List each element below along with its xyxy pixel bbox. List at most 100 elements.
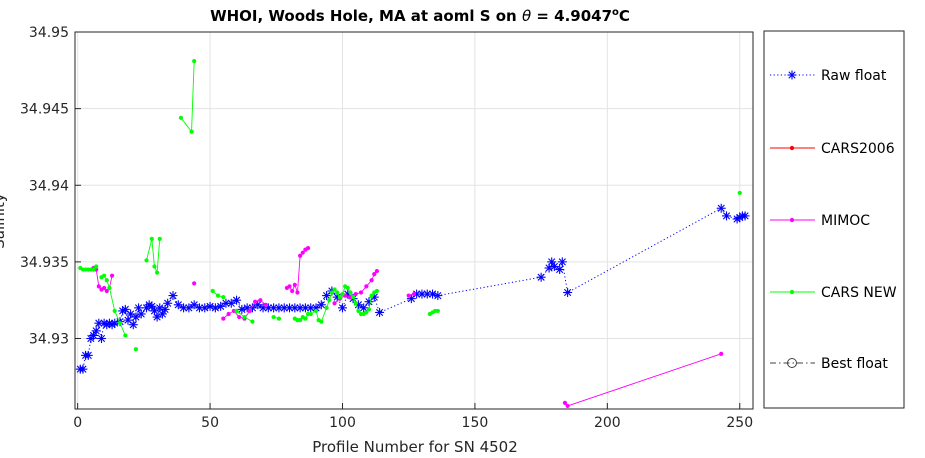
cars-new-point	[435, 308, 440, 314]
asterisk-stroke	[222, 299, 230, 307]
cars-new-point	[345, 285, 350, 291]
raw-float-point	[311, 303, 321, 313]
cars-new-point	[215, 293, 221, 298]
asterisk-stroke	[243, 304, 251, 312]
cars-new-point	[210, 288, 215, 294]
cars-new-point	[271, 314, 276, 320]
cars-new-point	[319, 319, 324, 324]
legend-label-best-float: Best float	[821, 356, 888, 372]
asterisk-stroke	[312, 304, 320, 312]
raw-float-point	[536, 272, 546, 282]
raw-float-point	[787, 70, 797, 80]
mimoc-point	[369, 278, 374, 283]
series-cars-new	[78, 59, 742, 352]
mimoc-point	[96, 284, 101, 289]
asterisk-stroke	[563, 288, 572, 297]
asterisk-stroke	[217, 302, 225, 310]
cars-new-point	[155, 270, 160, 275]
cars-new-point	[737, 190, 742, 196]
cars-new-point	[234, 308, 239, 314]
cars-new-point	[353, 301, 358, 306]
mimoc-point	[104, 288, 109, 294]
asterisk-stroke	[354, 301, 363, 309]
asterisk-stroke	[153, 313, 161, 321]
cars-new-point	[157, 236, 162, 241]
mimoc-point	[258, 298, 263, 303]
mimoc-point	[374, 268, 380, 274]
series-layer	[75, 59, 750, 409]
mimoc-point	[109, 273, 115, 278]
mimoc-point	[226, 311, 231, 317]
cars-new-point	[144, 258, 149, 263]
mimoc-point	[353, 291, 358, 297]
raw-float-point	[210, 303, 220, 313]
asterisk-stroke	[548, 258, 556, 266]
asterisk-stroke	[275, 304, 283, 312]
cars-new-point	[313, 308, 319, 314]
asterisk-stroke	[137, 310, 145, 318]
mimoc-point	[358, 290, 364, 295]
asterisk-stroke	[92, 327, 100, 335]
asterisk-stroke	[418, 290, 426, 298]
asterisk-stroke	[134, 304, 143, 312]
asterisk-stroke	[434, 291, 442, 300]
legend: Raw float CARS2006 MIMOC CARS NEW Best float	[763, 30, 905, 409]
legend-item-mimoc: MIMOC	[770, 213, 870, 229]
x-tick-label: 100	[329, 415, 356, 431]
y-tick-label: 34.945	[20, 102, 69, 118]
cars-new-point	[152, 264, 157, 269]
cars-new-point	[369, 293, 374, 298]
asterisk-stroke	[111, 319, 119, 327]
asterisk-stroke	[169, 291, 177, 300]
cars-new-point	[221, 295, 226, 300]
legend-label-raw-float: Raw float	[821, 68, 887, 84]
asterisk-stroke	[280, 304, 288, 312]
asterisk-stroke	[211, 304, 219, 312]
mimoc-point	[719, 351, 724, 356]
raw-float-point	[194, 303, 204, 313]
asterisk-stroke	[317, 301, 325, 309]
cars-new-point	[102, 273, 107, 278]
cars-new-point	[350, 295, 356, 300]
y-tick-label: 34.94	[29, 178, 69, 194]
mimoc-point	[290, 288, 295, 294]
raw-float-point	[136, 309, 146, 319]
asterisk-stroke	[375, 308, 384, 317]
raw-float-point	[128, 320, 138, 330]
y-tick-label: 34.95	[29, 25, 69, 41]
raw-float-point	[555, 265, 565, 275]
x-tick-label: 200	[594, 415, 621, 431]
asterisk-stroke	[126, 310, 135, 318]
cars-new-point	[364, 310, 369, 315]
asterisk-stroke	[558, 258, 566, 266]
x-axis-label: Profile Number for SN 4502	[312, 438, 518, 456]
mimoc-point	[565, 403, 570, 409]
asterisk-stroke	[270, 304, 278, 312]
x-tick-label: 50	[201, 415, 219, 431]
mimoc-point	[300, 250, 305, 255]
cars-new-point	[192, 59, 197, 64]
asterisk-stroke	[206, 302, 214, 310]
mimoc-line	[334, 270, 378, 304]
mimoc-point	[263, 302, 268, 307]
x-tick-label: 250	[726, 415, 753, 431]
cars-new-point	[133, 347, 139, 352]
raw-float-point	[96, 334, 106, 344]
asterisk-stroke	[301, 304, 310, 312]
title-prefix: WHOI, Woods Hole, MA at aoml S on	[210, 7, 522, 25]
asterisk-stroke	[537, 273, 545, 281]
cars-new-point	[298, 318, 303, 323]
asterisk-stroke	[741, 212, 749, 220]
raw-float-point	[557, 257, 567, 267]
asterisk-stroke	[201, 304, 209, 312]
mimoc-point	[305, 245, 311, 251]
asterisk-stroke	[174, 301, 182, 309]
cars2006-point	[789, 145, 795, 151]
raw-float-point	[168, 291, 178, 301]
y-tick-label: 34.93	[29, 332, 69, 348]
asterisk-stroke	[291, 304, 299, 312]
raw-float-point	[433, 291, 443, 301]
cars-new-point	[308, 311, 313, 317]
asterisk-stroke	[190, 301, 198, 309]
asterisk-stroke	[227, 299, 235, 307]
